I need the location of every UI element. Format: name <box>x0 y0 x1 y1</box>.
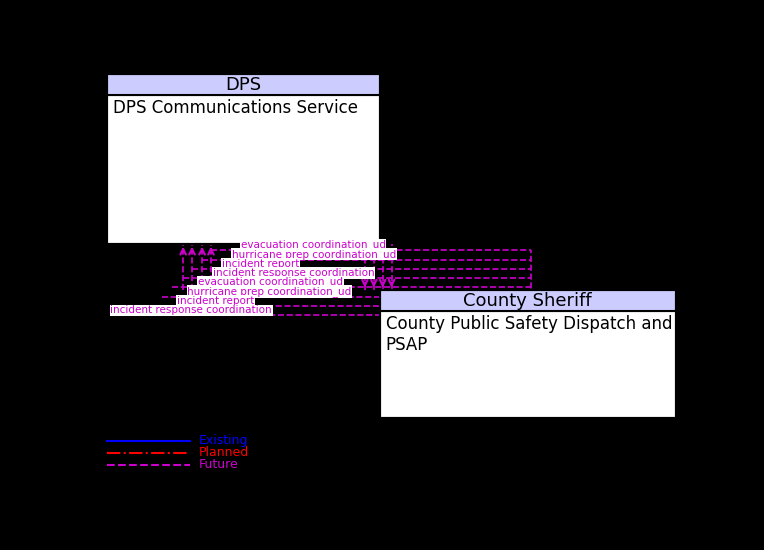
Text: County Sheriff: County Sheriff <box>464 292 592 310</box>
Text: hurricane prep coordination_ud: hurricane prep coordination_ud <box>187 286 351 297</box>
Text: evacuation coordination_ud: evacuation coordination_ud <box>198 277 343 288</box>
Text: incident response coordination: incident response coordination <box>110 305 272 316</box>
Bar <box>380 290 676 311</box>
Text: Existing: Existing <box>199 434 248 447</box>
Bar <box>380 290 676 417</box>
Text: DPS: DPS <box>225 76 261 94</box>
Text: Planned: Planned <box>199 446 249 459</box>
Text: Future: Future <box>199 458 239 471</box>
Text: incident report: incident report <box>222 259 299 269</box>
Bar <box>107 74 380 244</box>
Bar <box>380 311 676 417</box>
Text: incident report: incident report <box>177 296 254 306</box>
Bar <box>107 95 380 244</box>
Text: evacuation coordination_ud: evacuation coordination_ud <box>241 239 386 250</box>
Text: hurricane prep coordination_ud: hurricane prep coordination_ud <box>231 249 396 260</box>
Text: DPS Communications Service: DPS Communications Service <box>113 99 358 117</box>
Text: incident response coordination: incident response coordination <box>212 268 374 278</box>
Bar <box>107 74 380 95</box>
Text: County Public Safety Dispatch and
PSAP: County Public Safety Dispatch and PSAP <box>386 315 672 354</box>
